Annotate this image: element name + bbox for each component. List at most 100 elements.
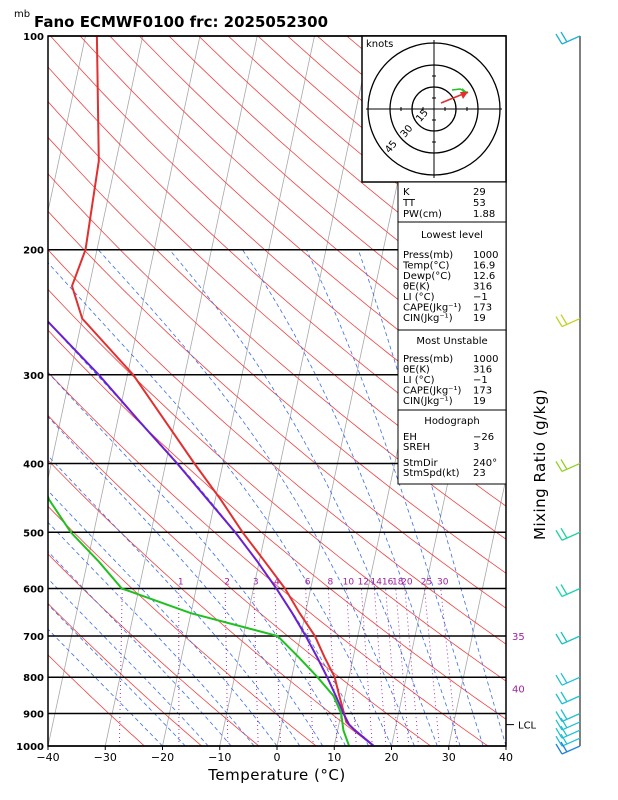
isotherm-line bbox=[219, 36, 373, 746]
index-value: 23 bbox=[473, 468, 486, 479]
indices-box bbox=[397, 409, 507, 485]
temperature-tick-label: −10 bbox=[208, 751, 231, 764]
mixing-ratio-value-label: 2 bbox=[224, 577, 230, 587]
isotherm-line bbox=[48, 36, 86, 213]
indices-panel: K 29 TT 53 PW(cm) 1.88 Lowest level Press(mb) 10… bbox=[397, 181, 507, 485]
pressure-tick-label: 500 bbox=[23, 528, 44, 539]
pressure-tick-label: 700 bbox=[23, 632, 44, 643]
pressure-axis: 100 200 300 400 500 600 700 800 900 1000 bbox=[16, 32, 44, 753]
pressure-tick-label: 600 bbox=[23, 584, 44, 595]
index-value: 16.9 bbox=[473, 261, 495, 272]
dry-adiabat-line bbox=[48, 66, 506, 475]
index-value: 316 bbox=[473, 282, 492, 293]
dry-adiabat-line bbox=[48, 173, 506, 574]
series-dewpoint-line bbox=[48, 494, 351, 746]
wind-barb bbox=[555, 691, 581, 705]
index-label: PW(cm) bbox=[403, 209, 442, 220]
isotherm-line bbox=[48, 36, 144, 481]
temperature-tick-label: 0 bbox=[274, 751, 281, 764]
index-label: LI (°C) bbox=[403, 375, 435, 386]
isotherm-line bbox=[448, 476, 506, 746]
wind-barb bbox=[555, 584, 581, 598]
theta-e-labels: 35 40 bbox=[512, 632, 525, 696]
temperature-tick-label: 30 bbox=[442, 751, 456, 764]
moist-adiabat-line bbox=[48, 603, 186, 746]
isotherm-line bbox=[162, 36, 315, 746]
index-label: Press(mb) bbox=[403, 250, 453, 261]
index-label: K bbox=[403, 187, 410, 198]
index-label: Press(mb) bbox=[403, 354, 453, 365]
pressure-tick-label: 400 bbox=[23, 459, 44, 470]
isotherm-line bbox=[48, 36, 201, 746]
dry-adiabat-line bbox=[48, 553, 260, 746]
series-parcel-line bbox=[48, 320, 375, 746]
hodograph-ring bbox=[367, 42, 501, 176]
mixing-ratio-line bbox=[424, 588, 440, 746]
chart-title: Fano ECMWF0100 frc: 2025052300 bbox=[34, 13, 328, 31]
mixing-ratio-value-label: 14 bbox=[371, 577, 383, 587]
units-label: mb bbox=[14, 9, 30, 20]
index-value: 19 bbox=[473, 313, 486, 324]
index-value: 316 bbox=[473, 365, 492, 376]
mixing-ratio-value-label: 20 bbox=[401, 577, 413, 587]
temperature-tick-label: 40 bbox=[499, 751, 513, 764]
pressure-tick-label: 100 bbox=[23, 32, 44, 43]
dry-adiabat-line bbox=[48, 654, 145, 746]
index-label: StmSpd(kt) bbox=[403, 468, 460, 479]
moist-adiabat-line bbox=[48, 416, 324, 746]
index-label: Dewp(°C) bbox=[403, 271, 451, 282]
mixing-ratio-line bbox=[224, 588, 229, 746]
index-label: SREH bbox=[403, 442, 430, 453]
index-value: 173 bbox=[473, 303, 492, 314]
index-value: 12.6 bbox=[473, 271, 495, 282]
dry-adiabat-line bbox=[48, 414, 431, 746]
wind-barb bbox=[555, 709, 581, 723]
index-label: θE(K) bbox=[403, 282, 430, 293]
dry-adiabat-line bbox=[79, 36, 506, 413]
mixing-ratio-line bbox=[274, 588, 281, 746]
x-axis-label: Temperature (°C) bbox=[207, 766, 345, 784]
wind-barb bbox=[555, 717, 581, 731]
theta-e-label: 35 bbox=[512, 632, 525, 643]
temperature-axis: −40 −30 −20 −10 0 10 20 30 40 bbox=[36, 746, 513, 764]
wind-barb bbox=[555, 459, 581, 473]
index-value: 1000 bbox=[473, 250, 498, 261]
dry-adiabat-line bbox=[48, 101, 506, 507]
temperature-tick-label: −30 bbox=[94, 751, 117, 764]
temperature-tick-label: 10 bbox=[327, 751, 341, 764]
hodograph-ring bbox=[389, 64, 479, 154]
dry-adiabat-line bbox=[48, 329, 506, 720]
indices-box bbox=[397, 329, 507, 411]
isotherm-line bbox=[104, 36, 258, 746]
index-label: EH bbox=[403, 432, 417, 443]
wind-barbs bbox=[555, 31, 581, 755]
mixing-ratio-value-label: 18 bbox=[392, 577, 404, 587]
index-value: 29 bbox=[473, 187, 486, 198]
wind-barb bbox=[555, 314, 581, 328]
wind-barb bbox=[555, 733, 581, 747]
index-value: 19 bbox=[473, 396, 486, 407]
index-value: 53 bbox=[473, 198, 486, 209]
sounding-profiles bbox=[48, 36, 375, 746]
indices-box bbox=[397, 221, 507, 331]
temperature-tick-label: −40 bbox=[36, 751, 59, 764]
index-value: 240° bbox=[473, 458, 497, 469]
temperature-tick-label: 20 bbox=[385, 751, 399, 764]
indices-section-header: Most Unstable bbox=[416, 336, 487, 347]
wind-barb bbox=[555, 741, 581, 755]
dry-adiabat-line bbox=[48, 249, 506, 645]
indices-section-header: Lowest level bbox=[421, 230, 483, 241]
hodograph-units: knots bbox=[366, 39, 393, 50]
dry-adiabat-line bbox=[50, 36, 506, 443]
moist-adiabat-line bbox=[48, 455, 301, 746]
mixing-ratio-value-label: 1 bbox=[178, 577, 184, 587]
moist-adiabat-line bbox=[48, 550, 232, 746]
index-label: Temp(°C) bbox=[402, 261, 450, 272]
index-value: 173 bbox=[473, 386, 492, 397]
index-value: −1 bbox=[473, 375, 488, 386]
moist-adiabat-line bbox=[48, 262, 392, 746]
dry-adiabat-line bbox=[48, 505, 317, 746]
wind-barb bbox=[555, 631, 581, 645]
wind-barb bbox=[555, 672, 581, 686]
